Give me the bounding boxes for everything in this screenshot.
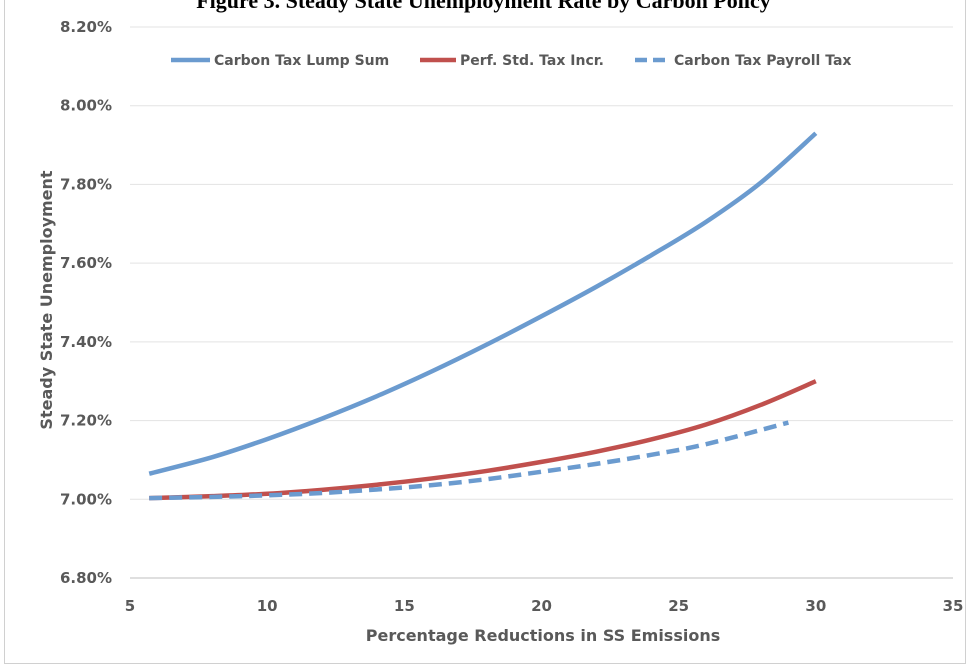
- x-tick-label: 25: [668, 597, 689, 615]
- x-tick-label: 20: [531, 597, 552, 615]
- y-axis-title: Steady State Unemployment: [37, 170, 56, 429]
- y-tick-label: 7.40%: [60, 333, 112, 351]
- y-tick-label: 7.20%: [60, 412, 112, 430]
- y-tick-label: 6.80%: [60, 569, 112, 587]
- x-tick-label: 10: [257, 597, 278, 615]
- legend-item-carbon-tax-lump-sum: Carbon Tax Lump Sum: [171, 53, 389, 69]
- series-lines: [148, 131, 818, 501]
- series-line-carbon-tax-payroll-tax: [149, 420, 789, 501]
- axes: 6.80% 7.00% 7.20% 7.40% 7.60% 7.80% 8.00% 8.20%…: [60, 18, 963, 615]
- y-tick-label: 8.00%: [60, 97, 112, 115]
- gridlines: [130, 26, 953, 579]
- legend-item-perf-std-tax-incr: Perf. Std. Tax Incr.: [420, 53, 604, 69]
- legend-label: Carbon Tax Payroll Tax: [674, 53, 851, 69]
- series-line-carbon-tax-lump-sum: [148, 131, 818, 476]
- x-tick-label: 30: [805, 597, 826, 615]
- chart-frame: [4, 0, 966, 664]
- x-axis-title: Percentage Reductions in SS Emissions: [366, 626, 721, 645]
- page-title: Figure 3. Steady State Unemployment Rate…: [196, 0, 771, 13]
- y-tick-label: 8.20%: [60, 18, 112, 36]
- legend-item-carbon-tax-payroll-tax: Carbon Tax Payroll Tax: [635, 53, 851, 69]
- series-line-perf-std-tax-incr: [149, 379, 817, 501]
- legend-label: Carbon Tax Lump Sum: [214, 53, 389, 69]
- y-tick-label: 7.60%: [60, 254, 112, 272]
- x-tick-label: 5: [125, 597, 135, 615]
- legend-label: Perf. Std. Tax Incr.: [460, 53, 604, 69]
- x-tick-label: 35: [943, 597, 964, 615]
- y-tick-label: 7.80%: [60, 175, 112, 193]
- x-tick-label: 15: [394, 597, 415, 615]
- y-tick-label: 7.00%: [60, 490, 112, 508]
- legend: Carbon Tax Lump Sum Perf. Std. Tax Incr. C…: [171, 53, 851, 69]
